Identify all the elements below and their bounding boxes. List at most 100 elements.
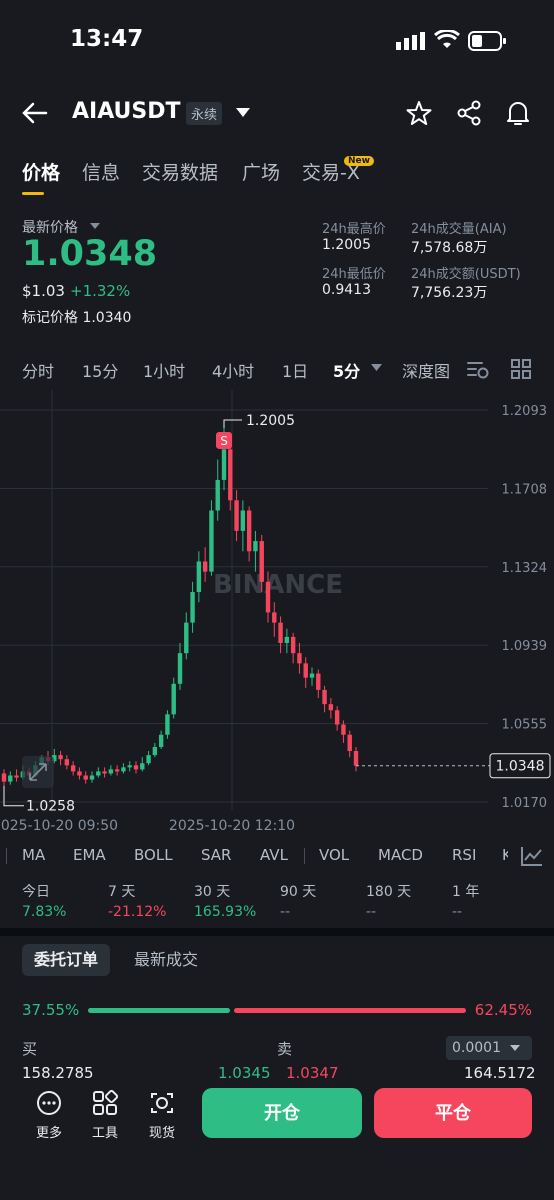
share-icon[interactable]	[456, 100, 482, 126]
ask-quantity: 164.5172	[464, 1064, 536, 1082]
contract-type-badge: 永续	[186, 102, 223, 125]
indicator-macd[interactable]: MACD	[378, 846, 423, 864]
indicator-vol[interactable]: VOL	[319, 846, 350, 864]
layout-grid-icon[interactable]	[510, 358, 532, 380]
candle-body	[303, 663, 308, 678]
candle-body	[108, 769, 114, 774]
x-tick-label: 2025-10-20 12:10	[169, 818, 295, 834]
tab-trade-x[interactable]: 交易-X	[302, 162, 360, 184]
perf-180d-value: --	[366, 904, 377, 920]
perf-1y-value: --	[452, 904, 463, 920]
high-label: 24h最高价	[322, 222, 386, 237]
interval-1h[interactable]: 1小时	[143, 362, 186, 381]
precision-value: 0.0001	[452, 1040, 501, 1056]
interval-depth[interactable]: 深度图	[402, 362, 451, 381]
indicator-ma[interactable]: MA	[22, 846, 46, 864]
tab-price[interactable]: 价格	[22, 162, 61, 184]
candle-body	[209, 510, 214, 572]
perf-today-label: 今日	[22, 884, 50, 900]
candle-body	[221, 449, 227, 480]
candle-body	[246, 510, 252, 552]
status-bar: 13:47	[0, 0, 554, 84]
ask-price[interactable]: 1.0347	[286, 1064, 339, 1082]
tools-grid-icon	[93, 1089, 119, 1115]
volume-value: 7,578.68万	[411, 240, 488, 256]
precision-select[interactable]: 0.0001	[446, 1036, 532, 1060]
indicator-chart-icon[interactable]	[520, 845, 544, 867]
tab-info[interactable]: 信息	[82, 162, 121, 184]
candle-body	[196, 561, 202, 593]
bell-icon[interactable]	[505, 99, 531, 127]
usd-price: $1.03	[22, 282, 65, 300]
high-marker-label: 1.2005	[246, 413, 295, 429]
caret-down-icon[interactable]	[371, 364, 382, 372]
indicator-boll[interactable]: BOLL	[134, 846, 173, 864]
candle-body	[133, 765, 139, 770]
more-button[interactable]: 更多	[29, 1090, 69, 1141]
buy-sell-ratio: 37.55% 62.45%	[0, 996, 554, 1026]
interval-4h[interactable]: 4小时	[212, 362, 255, 381]
candle-body	[259, 541, 264, 582]
candle-body	[8, 775, 13, 782]
tab-recent-trades[interactable]: 最新成交	[134, 950, 199, 969]
indicator-sar[interactable]: SAR	[201, 846, 232, 864]
interval-timeline[interactable]: 分时	[22, 362, 55, 381]
sell-ratio-bar	[234, 1008, 466, 1013]
buy-ratio-bar	[88, 1008, 230, 1013]
candle-body	[171, 683, 176, 715]
close-position-button[interactable]: 平仓	[374, 1088, 532, 1138]
low-marker-label: 1.0258	[26, 799, 75, 815]
last-price: 1.0348	[22, 234, 158, 274]
indicator-ema[interactable]: EMA	[73, 846, 106, 864]
low-value: 0.9413	[322, 282, 371, 298]
header: AIAUSDT 永续	[0, 84, 554, 144]
candle-body	[152, 746, 158, 756]
perf-7d-label: 7 天	[108, 884, 136, 900]
expand-chart-icon[interactable]	[22, 756, 54, 788]
candle-body	[89, 775, 95, 780]
candle-body	[278, 622, 283, 643]
candle-body	[272, 612, 277, 623]
tab-order-book[interactable]: 委托订单	[22, 944, 111, 976]
spot-button[interactable]: 现货	[142, 1090, 182, 1141]
caret-down-icon[interactable]	[236, 108, 250, 118]
spot-icon	[151, 1093, 173, 1113]
bid-price[interactable]: 1.0345	[218, 1064, 271, 1082]
back-arrow-icon[interactable]	[22, 102, 48, 124]
candle-body	[96, 771, 101, 776]
tab-square[interactable]: 广场	[242, 162, 281, 184]
last-price-label[interactable]: 最新价格	[22, 220, 78, 236]
bid-quantity: 158.2785	[22, 1064, 94, 1082]
caret-down-icon[interactable]	[90, 223, 100, 230]
chart-canvas[interactable]: 1.2093 1.1708 1.1324 1.0939 1.0555 1.0170 2025…	[0, 390, 554, 840]
star-icon[interactable]	[406, 100, 432, 126]
candle-body	[83, 775, 88, 780]
open-position-button[interactable]: 开仓	[202, 1088, 362, 1138]
order-tabs: 委托订单 最新成交	[0, 940, 554, 984]
interval-1d[interactable]: 1日	[282, 362, 309, 381]
candlestick-chart[interactable]: 1.2093 1.1708 1.1324 1.0939 1.0555 1.0170 2025…	[0, 390, 554, 840]
interval-5m[interactable]: 5分	[333, 362, 361, 381]
sell-percent: 62.45%	[474, 1001, 532, 1019]
interval-15m[interactable]: 15分	[82, 362, 119, 381]
signal-icon	[396, 32, 425, 50]
turnover-label: 24h成交额(USDT)	[411, 267, 521, 282]
high-marker-line	[223, 419, 242, 428]
symbol-title[interactable]: AIAUSDT	[72, 99, 181, 124]
main-tabs: 价格 信息 交易数据 广场 交易-X New	[0, 150, 554, 198]
y-tick-label: 1.0170	[502, 796, 548, 811]
tab-trading-data[interactable]: 交易数据	[142, 162, 219, 184]
more-label: 更多	[35, 1126, 62, 1141]
y-tick-label: 1.1708	[502, 482, 548, 497]
indicator-avl[interactable]: AVL	[260, 846, 288, 864]
price-change: +1.32%	[70, 282, 131, 300]
chart-settings-icon[interactable]	[466, 358, 490, 380]
indicator-kdj[interactable]: K	[502, 846, 508, 864]
candle-body	[158, 734, 164, 747]
perf-1y-label: 1 年	[452, 884, 480, 900]
tools-button[interactable]: 工具	[85, 1089, 125, 1141]
sell-marker-badge[interactable]	[216, 431, 232, 449]
indicator-rsi[interactable]: RSI	[452, 846, 477, 864]
high-value: 1.2005	[322, 237, 371, 253]
status-time: 13:47	[70, 26, 144, 52]
